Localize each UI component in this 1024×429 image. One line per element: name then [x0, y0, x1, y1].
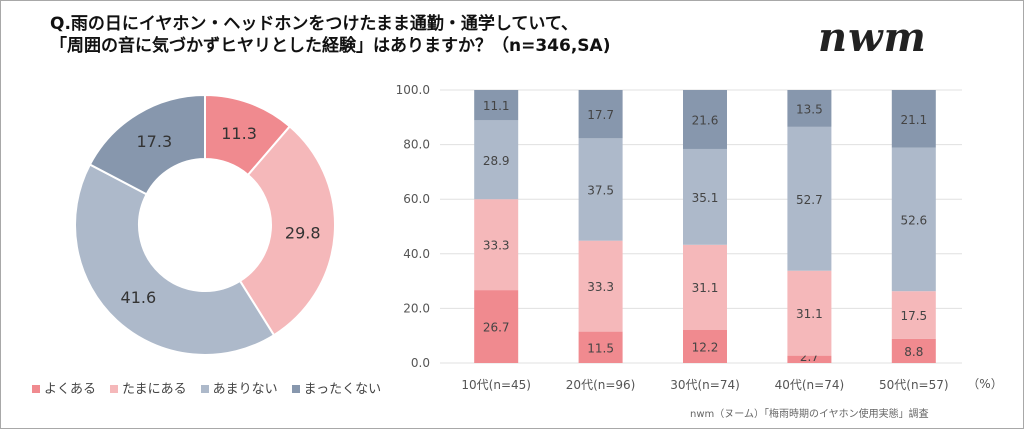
legend-swatch	[291, 385, 300, 393]
bar-data-label: 37.5	[587, 184, 614, 198]
bar-data-label: 21.6	[692, 113, 719, 127]
source-credit: nwm（ヌーム）「梅雨時期のイヤホン使用実態」調査	[690, 409, 929, 420]
legend-label: たまにある	[122, 382, 187, 397]
legend-swatch	[110, 385, 119, 393]
y-tick-label: 80.0	[403, 138, 430, 152]
bar-data-label: 12.2	[692, 340, 719, 354]
bar-segment	[683, 329, 727, 363]
donut-data-label: 17.3	[137, 132, 173, 151]
bar-segment	[787, 355, 832, 363]
legend-swatch	[200, 385, 209, 393]
y-tick-label: 20.0	[403, 301, 430, 315]
legend-label: よくある	[44, 382, 97, 397]
bar-segment	[787, 270, 832, 356]
bar-segment	[683, 90, 727, 149]
bar-data-label: 33.3	[483, 239, 510, 253]
legend-item: あまりない	[200, 378, 278, 397]
legend-item: たまにある	[110, 378, 187, 397]
bar-data-label: 13.5	[796, 102, 823, 116]
bar-data-label: 11.5	[587, 341, 614, 355]
bar-segment	[474, 90, 519, 121]
x-tick-label: 50代(n=57)	[879, 378, 949, 392]
bar-data-label: 28.9	[483, 154, 510, 168]
donut-slice	[238, 125, 336, 337]
bar-data-label: 52.7	[796, 193, 823, 207]
bar-segment	[891, 90, 936, 148]
x-tick-label: 40代(n=74)	[775, 378, 845, 392]
donut-slice	[88, 93, 206, 196]
title-line-1: Q.雨の日にイヤホン・ヘッドホンをつけたまま通勤・通学していて、	[50, 14, 579, 34]
donut-slice	[74, 163, 276, 356]
y-tick-label: 0.0	[411, 356, 430, 370]
bar-segment	[683, 244, 727, 330]
bar-segment	[474, 199, 519, 291]
bar-data-label: 11.1	[483, 99, 510, 113]
bar-segment	[891, 338, 936, 363]
x-tick-label: 30代(n=74)	[670, 378, 740, 392]
legend-label: あまりない	[212, 382, 278, 397]
bar-segment	[787, 126, 832, 271]
bar-data-label: 31.1	[692, 281, 719, 295]
bar-segment	[578, 331, 623, 363]
unit-label: （%）	[967, 377, 1002, 391]
bar-data-label: 31.1	[796, 307, 823, 321]
bar-segment	[891, 147, 936, 292]
bar-segment	[474, 120, 519, 200]
x-tick-label: 10代(n=45)	[461, 378, 531, 392]
donut-data-label: 29.8	[285, 223, 321, 242]
bar-data-label: 26.7	[483, 321, 510, 335]
logo: nwm	[818, 14, 927, 61]
y-tick-label: 100.0	[396, 83, 430, 97]
legend-item: まったくない	[291, 378, 382, 397]
bar-data-label: 21.1	[900, 113, 927, 127]
legend-swatch	[32, 385, 40, 393]
bar-data-label: 35.1	[692, 191, 719, 205]
y-tick-label: 40.0	[403, 247, 430, 261]
title-line-2: 「周囲の音に気づかずヒヤリとした経験」はありますか？（n=346,SA)	[50, 36, 611, 56]
bar-data-label: 8.8	[904, 345, 923, 359]
bar-data-label: 17.5	[900, 309, 927, 323]
x-tick-label: 20代(n=96)	[566, 378, 636, 392]
bar-segment	[578, 240, 623, 332]
legend-item: よくある	[32, 378, 96, 397]
bar-data-label: 52.6	[900, 213, 927, 227]
legend-label: まったくない	[303, 382, 382, 397]
bar-segment	[787, 90, 832, 127]
bar-segment	[578, 90, 623, 139]
bar-segment	[683, 148, 727, 245]
legend: よくある たまにある あまりない まったくない	[32, 378, 381, 397]
bar-data-label: 17.7	[587, 108, 614, 122]
donut-data-label: 41.6	[121, 288, 157, 307]
bar-segment	[578, 138, 623, 241]
donut-data-label: 11.3	[221, 124, 257, 143]
y-tick-label: 60.0	[403, 192, 430, 206]
bar-segment	[474, 290, 519, 363]
bar-segment	[891, 291, 936, 339]
chart-title: Q.雨の日にイヤホン・ヘッドホンをつけたまま通勤・通学していて、 「周囲の音に気…	[50, 13, 610, 57]
bar-data-label: 33.3	[587, 280, 614, 294]
